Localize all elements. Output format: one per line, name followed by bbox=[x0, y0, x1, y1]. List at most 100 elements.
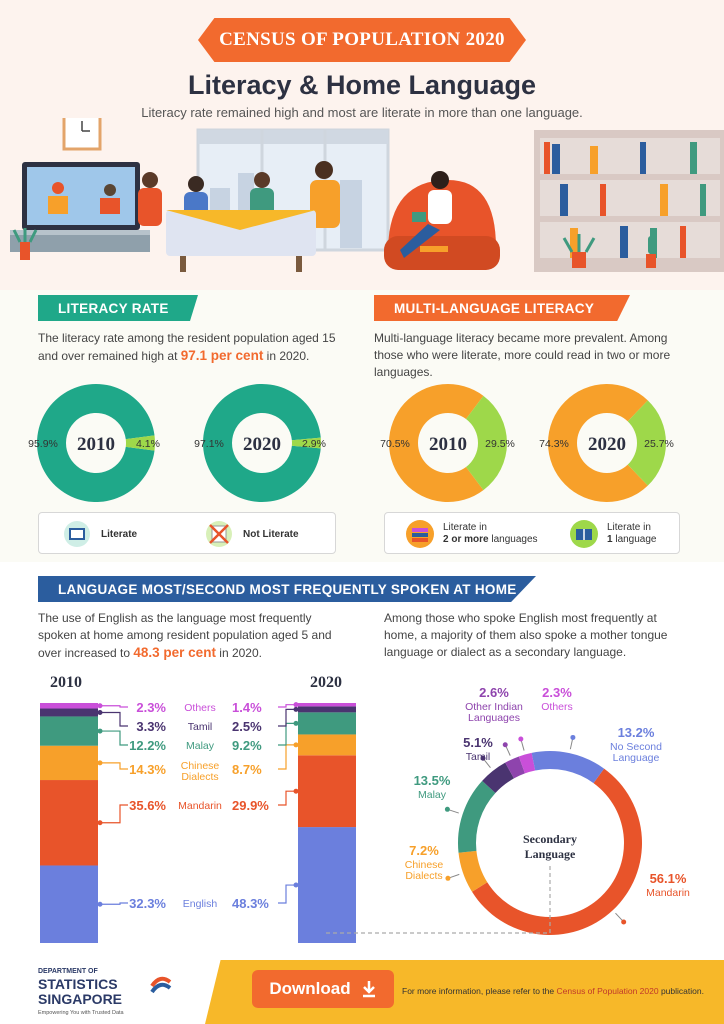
bar-year-2010: 2010 bbox=[50, 674, 82, 691]
value-2010-label: 32.3% bbox=[129, 896, 166, 911]
literacy-highlight: 97.1 per cent bbox=[180, 348, 264, 363]
literacy-2020-donut: 2020 97.1% 2.9% bbox=[194, 384, 326, 502]
segment-literate-in-2-or-more-languages-slice bbox=[389, 384, 484, 502]
connector-left bbox=[98, 804, 128, 824]
donut-year-label: 2020 bbox=[243, 434, 281, 455]
secondary-value-label: 56.1% bbox=[650, 871, 687, 886]
connector-dot bbox=[97, 709, 103, 715]
value-2010-label: 3.3% bbox=[136, 719, 166, 734]
bar-2020-tamil bbox=[298, 706, 356, 713]
bar-2020-malay bbox=[298, 712, 356, 735]
connector-dot bbox=[97, 820, 103, 826]
leader-dot bbox=[480, 755, 486, 761]
dining-family-illustration bbox=[138, 161, 340, 272]
secondary-value-label: 5.1% bbox=[463, 735, 493, 750]
connector-dot bbox=[97, 760, 103, 766]
value-2020-label: 8.7% bbox=[232, 762, 262, 777]
dashed-link-line bbox=[326, 865, 551, 934]
series-name-label: Chinese Dialects bbox=[181, 760, 220, 783]
donut-year-label: 2010 bbox=[429, 434, 467, 455]
legend-two-or-more: Literate in 2 or more languages bbox=[405, 519, 538, 549]
value-2020-label: 29.9% bbox=[232, 798, 269, 813]
bar-2010-english bbox=[40, 865, 98, 943]
connector-left bbox=[98, 711, 128, 727]
bar-2010-chinese-dialects bbox=[40, 745, 98, 781]
literacy-legend: Literate Not Literate bbox=[38, 512, 336, 554]
connector-dot bbox=[97, 901, 103, 907]
english-highlight: 48.3 per cent bbox=[133, 645, 216, 660]
secondary-value-label: 2.6% bbox=[479, 685, 509, 700]
legend-not-literate: Not Literate bbox=[205, 520, 299, 548]
connector-dot bbox=[293, 788, 299, 794]
segment-literate-in-2-or-more-languages-slice bbox=[548, 384, 648, 502]
bar-2010-mandarin bbox=[40, 780, 98, 866]
segment-not-literate-slice bbox=[125, 435, 156, 451]
secondary-language-donut: Secondary Language 56.1%Mandarin 7.2%Chines… bbox=[326, 685, 690, 935]
open-book-icon bbox=[570, 520, 598, 548]
bar-2020-chinese-dialects bbox=[298, 734, 356, 756]
reader-in-chair-illustration bbox=[384, 171, 500, 270]
home-language-charts: 2010 2020 32.3% 48.3% English 35.6% 29.9% Manda… bbox=[40, 674, 690, 943]
home-language-stacked-bars: 2010 2020 32.3% 48.3% English 35.6% 29.9% Manda… bbox=[40, 674, 356, 943]
connector-right bbox=[278, 704, 298, 708]
other-indian-languages-slice bbox=[505, 756, 525, 779]
clock-icon bbox=[62, 118, 102, 151]
value-2020-label: 9.2% bbox=[232, 738, 262, 753]
connector-right bbox=[278, 722, 298, 746]
secondary-value-label: 2.3% bbox=[542, 685, 572, 700]
leader-dot bbox=[444, 806, 450, 812]
minor-value-label: 25.7% bbox=[644, 438, 674, 450]
bookshelf-illustration bbox=[534, 130, 724, 272]
legend-literate: Literate bbox=[63, 520, 137, 548]
connector-dot bbox=[97, 703, 103, 709]
others-slice bbox=[518, 752, 536, 774]
page-subtitle: Literacy rate remained high and most are… bbox=[141, 105, 583, 120]
literacy-text: The literacy rate among the resident pop… bbox=[38, 331, 336, 363]
leader-dot bbox=[518, 736, 524, 742]
multilang-legend: Literate in 2 or more languages Literate … bbox=[384, 512, 680, 554]
logo-tagline: Empowering You with Trusted Data bbox=[38, 1010, 124, 1016]
home-language-right-text: Among those who spoke English most frequ… bbox=[384, 611, 668, 659]
connector-right bbox=[278, 708, 298, 727]
connector-dot bbox=[293, 742, 299, 748]
segment-not-literate-slice bbox=[291, 437, 321, 449]
bar-2020-others bbox=[298, 703, 356, 707]
multi-language-text: Multi-language literacy became more prev… bbox=[374, 331, 671, 379]
value-2010-label: 12.2% bbox=[129, 738, 166, 753]
home-language-heading: LANGUAGE MOST/SECOND MOST FREQUENTLY SPO… bbox=[38, 576, 536, 602]
malay-slice bbox=[458, 780, 496, 853]
connector-right bbox=[278, 884, 298, 904]
page-title: Literacy & Home Language bbox=[187, 70, 537, 100]
minor-value-label: 2.9% bbox=[302, 438, 326, 450]
major-value-label: 97.1% bbox=[194, 438, 224, 450]
secondary-name-label: Others bbox=[541, 701, 573, 713]
download-button[interactable]: Download bbox=[252, 970, 394, 1008]
multi-language-heading: MULTI-LANGUAGE LITERACY bbox=[374, 295, 630, 321]
secondary-name-label: Malay bbox=[418, 789, 447, 801]
connector-left bbox=[98, 705, 128, 708]
legend-one-language: Literate in 1 language bbox=[569, 519, 657, 549]
series-name-label: Mandarin bbox=[178, 800, 222, 812]
bar-2010-tamil bbox=[40, 708, 98, 717]
segment-literate-in-1-language-slice bbox=[627, 400, 666, 486]
connector-left bbox=[98, 762, 128, 770]
secondary-name-label: Tamil bbox=[466, 751, 491, 763]
not-literate-icon bbox=[206, 521, 232, 547]
connector-dot bbox=[97, 728, 103, 734]
more-info-text: For more information, please refer to th… bbox=[402, 986, 704, 996]
logo-top-text: DEPARTMENT OF bbox=[38, 968, 98, 975]
series-name-label: English bbox=[183, 898, 218, 910]
logo-statistics-text: STATISTICS bbox=[38, 976, 118, 992]
series-name-label: Others bbox=[184, 702, 216, 714]
value-2010-label: 35.6% bbox=[129, 798, 166, 813]
connector-dot bbox=[293, 882, 299, 888]
minor-value-label: 4.1% bbox=[136, 438, 160, 450]
census-publication-link[interactable]: Census of Population 2020 bbox=[556, 986, 659, 996]
no-second-language-slice bbox=[531, 751, 605, 784]
secondary-name-label: Chinese Dialects bbox=[405, 859, 444, 882]
secondary-value-label: 13.5% bbox=[414, 773, 451, 788]
value-2010-label: 14.3% bbox=[129, 762, 166, 777]
donut-center-label: Secondary Language bbox=[523, 832, 577, 861]
logo-singapore-text: SINGAPORE bbox=[38, 991, 123, 1007]
multilang-2010-donut: 2010 70.5% 29.5% bbox=[380, 384, 515, 502]
